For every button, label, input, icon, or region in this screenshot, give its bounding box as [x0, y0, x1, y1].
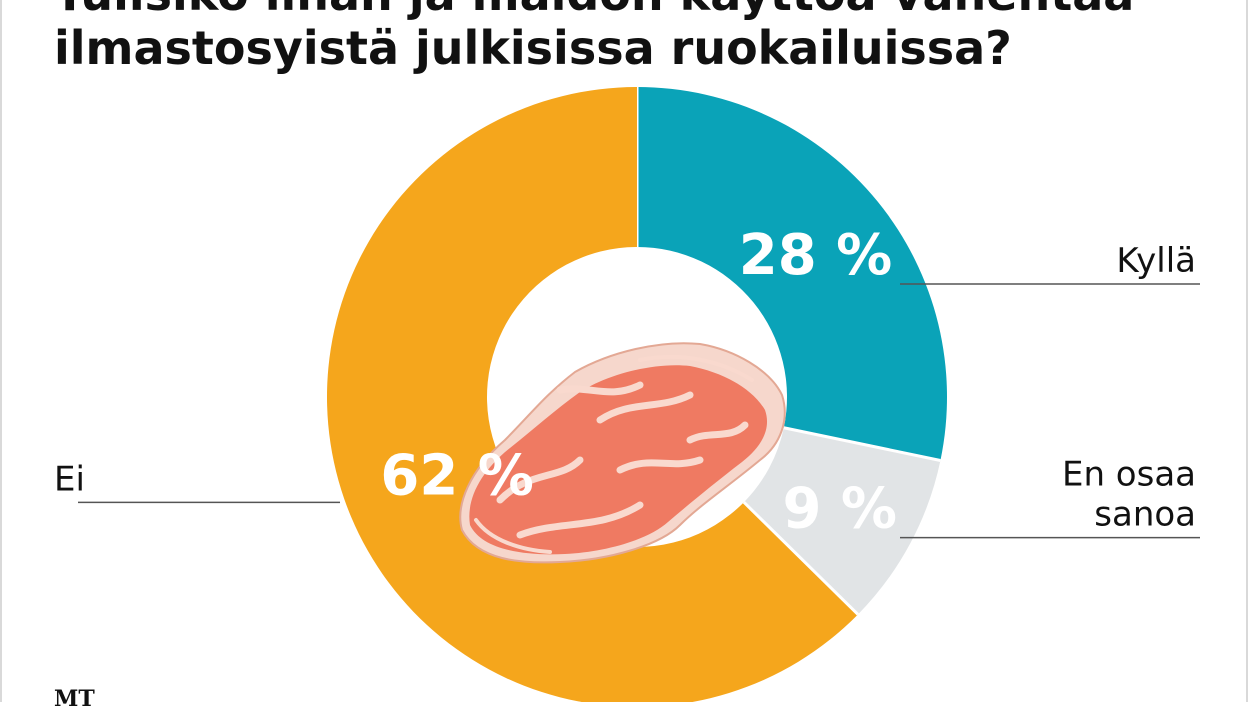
value-label-en-osaa-sanoa: 9 % [782, 477, 897, 542]
category-label-kyll: Kyllä [1116, 241, 1196, 281]
value-labels: 28 % 9 % 62 % [380, 223, 897, 542]
source-logo: MT [54, 686, 95, 712]
slice-kyll [637, 87, 947, 461]
category-label-ei: Ei [54, 459, 85, 499]
slice-separator [742, 501, 859, 616]
chart-title-line-1: Tulisiko lihan ja maidon käyttöä vähentä… [54, 0, 1204, 21]
value-label-kyll: 28 % [739, 223, 893, 288]
meat-steak-icon [459, 342, 786, 564]
frame-border-right [1246, 0, 1248, 702]
frame-border-left [0, 0, 2, 702]
value-label-ei: 62 % [380, 443, 534, 508]
label-leader-lines [78, 283, 1200, 539]
slice-en-osaa-sanoa [743, 427, 941, 615]
chart-title: Tulisiko lihan ja maidon käyttöä vähentä… [54, 0, 1204, 75]
category-label-en-osaa-sanoa: En osaa [1062, 455, 1196, 495]
slice-ei [327, 87, 858, 702]
donut-slices [327, 87, 947, 702]
slice-separator [783, 426, 941, 462]
category-label-en-osaa-sanoa: sanoa [1094, 495, 1196, 535]
chart-title-line-2: ilmastosyistä julkisissa ruokailuissa? [54, 21, 1012, 75]
